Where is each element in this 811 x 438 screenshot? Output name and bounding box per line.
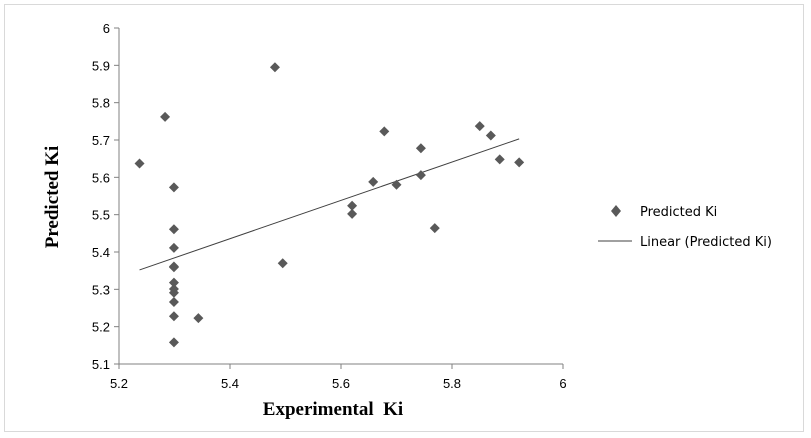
- y-tick-label: 5.8: [92, 96, 110, 111]
- data-point: [168, 262, 179, 273]
- y-tick-label: 5.6: [92, 170, 110, 185]
- data-point: [168, 224, 179, 235]
- data-point: [415, 170, 426, 181]
- y-tick-label: 5.1: [92, 357, 110, 372]
- data-point: [391, 179, 402, 190]
- y-tick-label: 5.5: [92, 208, 110, 223]
- data-point: [134, 158, 145, 169]
- data-point: [415, 143, 426, 154]
- y-tick-label: 5.7: [92, 133, 110, 148]
- data-point: [168, 277, 179, 288]
- y-tick-label: 6: [103, 21, 110, 36]
- data-point: [160, 111, 171, 122]
- data-point: [277, 258, 288, 269]
- chart-area: [4, 4, 804, 432]
- data-point: [168, 297, 179, 308]
- data-point: [368, 176, 379, 187]
- data-point: [168, 242, 179, 253]
- data-point: [347, 200, 358, 211]
- x-tick-label: 5.2: [110, 376, 128, 391]
- x-tick-label: 5.6: [332, 376, 350, 391]
- legend: Predicted Ki Linear (Predicted Ki): [598, 205, 772, 250]
- x-tick-label: 5.4: [221, 376, 239, 391]
- data-point: [168, 287, 179, 298]
- data-point: [168, 311, 179, 322]
- y-axis-title: Predicted Ki: [42, 146, 63, 249]
- data-point: [168, 182, 179, 193]
- legend-label-series: Predicted Ki: [640, 205, 717, 220]
- data-point: [347, 208, 358, 219]
- legend-marker-diamond: [611, 205, 621, 217]
- y-tick-label: 5.2: [92, 320, 110, 335]
- data-point: [474, 121, 485, 132]
- data-point: [168, 337, 179, 348]
- data-point: [193, 313, 204, 324]
- x-axis-title: Experimental Ki: [263, 399, 403, 420]
- data-point: [514, 157, 525, 168]
- y-tick-label: 5.9: [92, 58, 110, 73]
- x-tick-label: 5.8: [443, 376, 461, 391]
- y-tick-label: 5.3: [92, 282, 110, 297]
- trendline: [139, 138, 520, 271]
- data-point: [379, 126, 390, 137]
- x-tick-label: 6: [559, 376, 566, 391]
- y-tick-label: 5.4: [92, 245, 110, 260]
- data-point: [485, 130, 496, 141]
- legend-label-trendline: Linear (Predicted Ki): [640, 235, 772, 250]
- data-point: [429, 223, 440, 234]
- plot-area: 5.15.25.35.45.55.65.75.85.965.2 5.4 5.6 5.8…: [92, 21, 567, 391]
- data-point: [494, 154, 505, 165]
- data-point: [269, 62, 280, 73]
